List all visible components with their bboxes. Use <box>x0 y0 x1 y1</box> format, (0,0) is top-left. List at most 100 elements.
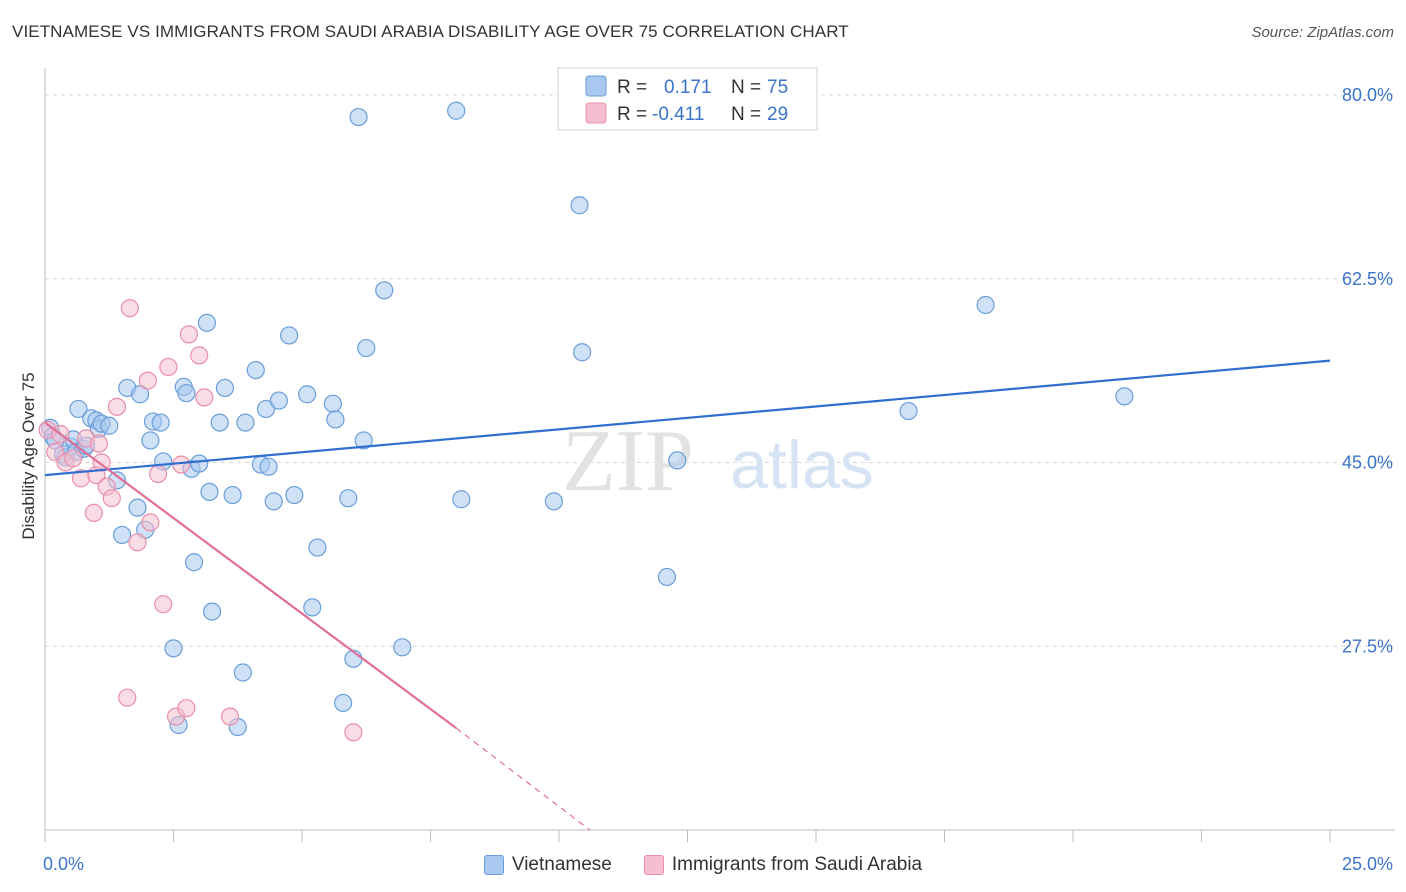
point-vietnamese <box>112 525 132 545</box>
point-saudi <box>120 299 139 318</box>
point-vietnamese <box>354 431 373 450</box>
point-vietnamese <box>256 399 276 419</box>
point-vietnamese <box>69 399 88 419</box>
legend-item-vietnamese: Vietnamese <box>483 854 612 876</box>
point-vietnamese <box>447 101 466 120</box>
legend-n-label-blue: N = <box>731 77 761 98</box>
legend-label-vietnamese: Vietnamese <box>511 854 612 875</box>
data-points <box>38 101 1134 742</box>
watermark: ZIP atlas <box>562 413 874 510</box>
point-vietnamese <box>334 693 353 713</box>
point-vietnamese <box>246 361 265 380</box>
trendline-saudi <box>44 421 457 730</box>
point-vietnamese <box>308 538 327 557</box>
point-saudi <box>344 723 363 742</box>
point-saudi <box>138 371 157 390</box>
tick-labels: 27.5% 45.0% 62.5% 80.0% 0.0% 25.0% <box>43 85 1393 874</box>
point-vietnamese <box>326 410 345 429</box>
point-vietnamese <box>298 385 317 404</box>
point-vietnamese <box>264 492 283 511</box>
legend-label-saudi: Immigrants from Saudi Arabia <box>671 854 923 875</box>
point-saudi <box>141 513 160 532</box>
point-vietnamese <box>223 485 242 505</box>
point-vietnamese <box>339 489 358 508</box>
y-tick-label: 45.0% <box>1342 453 1393 473</box>
point-vietnamese <box>668 451 687 470</box>
legend-swatch-vietnamese <box>483 855 504 875</box>
legend-n-label-pink: N = <box>731 104 761 125</box>
point-vietnamese <box>177 384 196 403</box>
legend-swatch-blue <box>585 75 607 97</box>
legend-r-value-pink: -0.411 <box>652 104 704 125</box>
axes <box>44 68 1395 842</box>
point-vietnamese <box>452 490 471 509</box>
point-vietnamese <box>349 107 368 127</box>
y-axis-label: Disability Age Over 75 <box>19 372 38 539</box>
trendline-saudi-extension <box>455 727 591 831</box>
point-saudi <box>89 434 109 453</box>
legend-swatch-pink <box>585 102 607 124</box>
point-vietnamese <box>544 492 563 511</box>
point-saudi <box>84 503 103 523</box>
point-vietnamese <box>899 401 918 421</box>
series-legend: Vietnamese Immigrants from Saudi Arabia <box>0 852 1406 878</box>
legend-n-value-pink: 29 <box>767 104 788 125</box>
legend-swatch-saudi <box>643 855 664 875</box>
x-tick-label: 25.0% <box>1342 854 1393 874</box>
point-vietnamese <box>100 416 119 435</box>
x-tick-label: 0.0% <box>43 854 84 874</box>
point-vietnamese <box>197 313 217 332</box>
point-vietnamese <box>976 295 995 315</box>
point-saudi <box>159 357 178 377</box>
legend-item-saudi: Immigrants from Saudi Arabia <box>643 854 923 876</box>
point-saudi <box>64 449 83 468</box>
legend-r-label-pink: R = <box>617 104 647 125</box>
point-vietnamese <box>215 378 234 398</box>
point-vietnamese <box>151 413 170 432</box>
point-saudi <box>190 346 209 365</box>
point-vietnamese <box>357 338 376 358</box>
point-vietnamese <box>657 567 677 587</box>
point-saudi <box>148 464 168 484</box>
point-vietnamese <box>130 385 150 404</box>
chart-source: Source: ZipAtlas.com <box>1251 24 1394 41</box>
point-saudi <box>179 325 199 344</box>
point-vietnamese <box>393 638 412 657</box>
point-vietnamese <box>280 326 299 345</box>
point-vietnamese <box>184 553 204 572</box>
y-tick-label: 80.0% <box>1342 85 1393 105</box>
point-saudi <box>102 489 121 508</box>
point-vietnamese <box>375 281 394 300</box>
point-vietnamese <box>128 498 147 517</box>
watermark-atlas: atlas <box>730 427 874 503</box>
stats-legend: R = 0.171 N = 75 R = -0.411 N = 29 <box>557 67 818 131</box>
point-vietnamese <box>236 413 255 432</box>
point-saudi <box>107 397 127 416</box>
point-vietnamese <box>269 391 288 410</box>
point-vietnamese <box>303 598 322 617</box>
point-vietnamese <box>141 431 160 450</box>
point-vietnamese <box>573 343 592 362</box>
point-vietnamese <box>285 485 304 505</box>
point-vietnamese <box>1115 387 1134 406</box>
point-saudi <box>128 533 147 552</box>
point-vietnamese <box>210 413 229 432</box>
legend-n-value-blue: 75 <box>767 77 788 98</box>
point-saudi <box>177 699 196 718</box>
point-vietnamese <box>202 602 222 621</box>
point-vietnamese <box>323 394 342 413</box>
point-vietnamese <box>190 454 209 473</box>
point-vietnamese <box>200 482 219 501</box>
point-vietnamese <box>233 663 252 682</box>
y-tick-label: 62.5% <box>1342 269 1393 289</box>
point-vietnamese <box>259 457 278 476</box>
point-vietnamese <box>164 639 183 658</box>
trend-lines <box>44 359 1331 831</box>
point-saudi <box>195 388 214 407</box>
chart-title: VIETNAMESE VS IMMIGRANTS FROM SAUDI ARAB… <box>12 22 849 41</box>
legend-r-label-blue: R = <box>617 77 647 98</box>
point-saudi <box>118 688 137 707</box>
y-tick-label: 27.5% <box>1342 636 1393 656</box>
legend-r-value-blue: 0.171 <box>664 77 712 98</box>
